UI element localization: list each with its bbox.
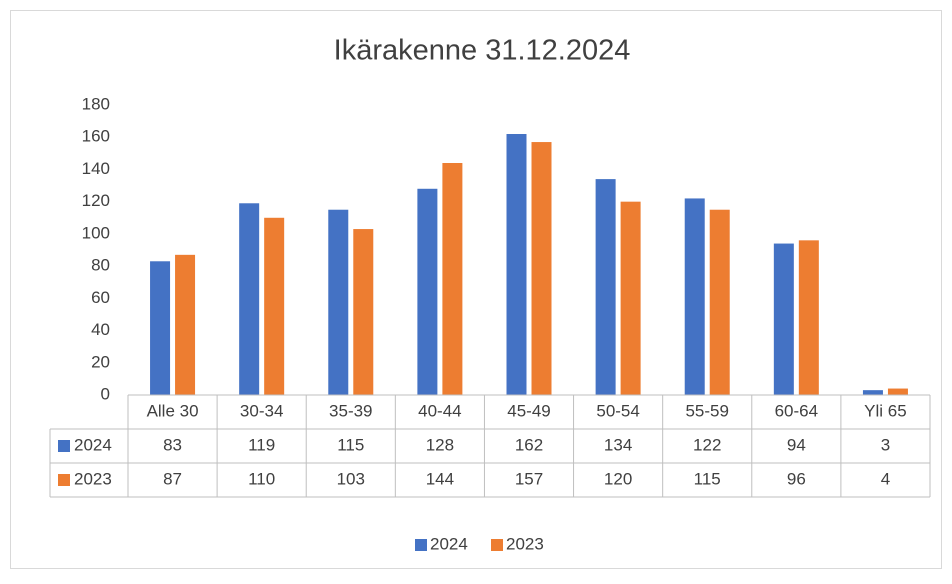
x-tick-label: Alle 30	[147, 401, 199, 420]
table-cell: 120	[604, 469, 632, 488]
x-tick-label: 40-44	[418, 401, 461, 420]
bar	[862, 390, 883, 395]
y-tick-label: 80	[91, 256, 110, 275]
table-cell: 134	[604, 435, 632, 454]
y-tick-label: 160	[82, 127, 110, 146]
table-row-label: 2023	[74, 469, 112, 488]
y-tick-label: 20	[91, 352, 110, 371]
table-cell: 144	[426, 469, 454, 488]
bar	[798, 240, 819, 395]
table-cell: 157	[515, 469, 543, 488]
table-cell: 103	[337, 469, 365, 488]
table-row-label: 2024	[74, 435, 112, 454]
table-cell: 115	[337, 435, 364, 454]
bar	[150, 261, 171, 395]
table-cell: 115	[694, 469, 721, 488]
x-tick-label: 60-64	[775, 401, 818, 420]
y-tick-label: 0	[101, 384, 110, 403]
table-cell: 83	[163, 435, 182, 454]
chart-title: Ikärakenne 31.12.2024	[334, 35, 631, 67]
legend-key	[491, 539, 503, 551]
bar	[773, 243, 794, 395]
x-tick-label: 45-49	[507, 401, 550, 420]
table-cell: 110	[248, 469, 275, 488]
table-cell: 3	[881, 435, 890, 454]
bar	[506, 134, 527, 395]
legend-label: 2024	[430, 534, 468, 553]
y-tick-label: 140	[82, 159, 110, 178]
x-tick-label: 55-59	[685, 401, 728, 420]
bar	[887, 388, 908, 395]
bar	[417, 188, 438, 395]
bar	[709, 209, 730, 395]
legend-key	[415, 539, 427, 551]
table-cell: 96	[787, 469, 806, 488]
x-tick-label: 50-54	[596, 401, 639, 420]
y-tick-label: 60	[91, 288, 110, 307]
table-cell: 4	[881, 469, 890, 488]
bar	[684, 198, 705, 395]
table-cell: 128	[426, 435, 454, 454]
bar	[239, 203, 260, 395]
bar	[264, 217, 285, 395]
bar	[620, 201, 641, 395]
bar	[328, 209, 349, 395]
table-cell: 119	[248, 435, 275, 454]
bar	[175, 254, 196, 395]
y-tick-label: 180	[82, 94, 110, 113]
legend-label: 2023	[506, 534, 544, 553]
table-cell: 122	[693, 435, 721, 454]
x-tick-label: 35-39	[329, 401, 372, 420]
table-legend-key	[58, 474, 70, 486]
bar	[595, 179, 616, 395]
y-tick-label: 120	[82, 191, 110, 210]
x-tick-label: Yli 65	[864, 401, 907, 420]
x-tick-label: 30-34	[240, 401, 283, 420]
table-cell: 87	[163, 469, 182, 488]
bar	[442, 163, 463, 395]
bar	[531, 142, 552, 395]
y-tick-label: 40	[91, 320, 110, 339]
table-cell: 162	[515, 435, 543, 454]
table-legend-key	[58, 440, 70, 452]
y-tick-label: 100	[82, 223, 110, 242]
bar	[353, 229, 374, 395]
table-cell: 94	[787, 435, 806, 454]
